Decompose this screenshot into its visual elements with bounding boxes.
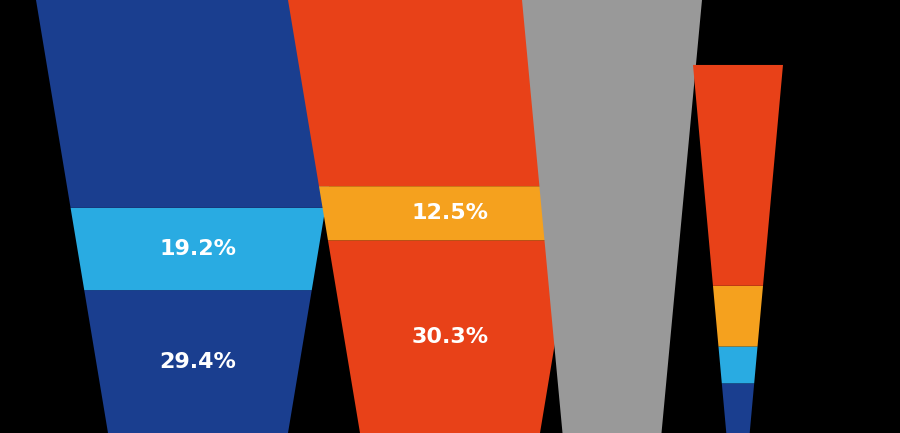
Text: 19.2%: 19.2% [159, 239, 237, 259]
Text: 29.4%: 29.4% [159, 352, 237, 372]
Polygon shape [70, 208, 326, 290]
Polygon shape [522, 0, 702, 433]
Polygon shape [718, 346, 758, 383]
Polygon shape [713, 286, 763, 346]
Text: 12.5%: 12.5% [411, 203, 489, 223]
Polygon shape [288, 0, 612, 186]
Polygon shape [85, 290, 311, 433]
Polygon shape [36, 0, 360, 208]
Polygon shape [328, 240, 572, 433]
Polygon shape [319, 186, 581, 240]
Polygon shape [722, 383, 754, 433]
Text: 30.3%: 30.3% [411, 326, 489, 347]
Polygon shape [693, 65, 783, 286]
